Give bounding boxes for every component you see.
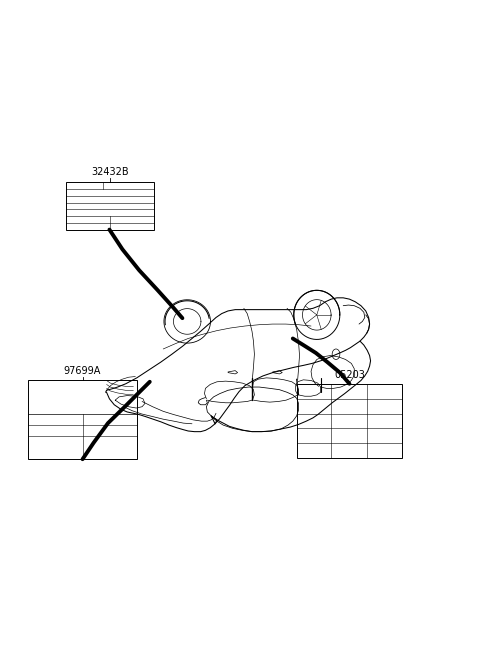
Text: 05203: 05203 [334, 370, 365, 380]
Bar [297, 384, 402, 458]
Text: 97699A: 97699A [64, 366, 101, 376]
Bar [28, 380, 137, 459]
Text: 32432B: 32432B [91, 167, 129, 177]
Bar [66, 182, 154, 230]
